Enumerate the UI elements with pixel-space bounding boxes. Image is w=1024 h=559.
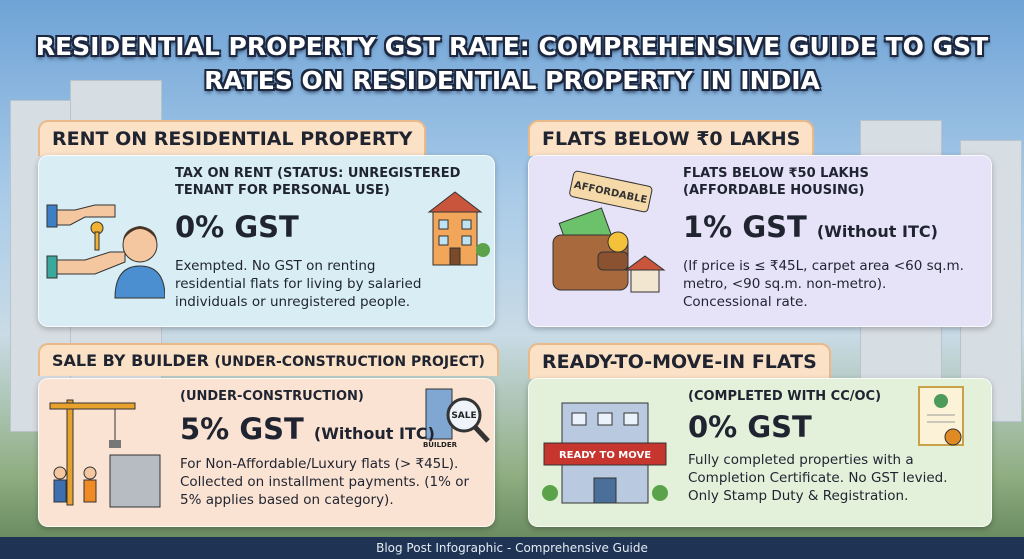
card-tab: RENT ON RESIDENTIAL PROPERTY bbox=[38, 120, 427, 156]
card-tab: FLATS BELOW ₹0 LAKHS bbox=[528, 120, 815, 156]
card-description: Fully completed properties with a Comple… bbox=[688, 452, 948, 504]
rate-note: (Without ITC) bbox=[313, 424, 435, 443]
wallet-icon: AFFORDABLE bbox=[552, 170, 666, 293]
card-description: For Non-Affordable/Luxury flats (> ₹45L)… bbox=[180, 456, 470, 508]
key-handover-icon bbox=[46, 204, 165, 299]
gst-rate: 1% GST (Without ITC) bbox=[683, 210, 938, 244]
house-icon bbox=[427, 191, 490, 266]
construction-icon bbox=[49, 399, 161, 508]
gst-rate-value: 5% GST bbox=[180, 412, 304, 446]
card-subtitle: (COMPLETED WITH CC/OC) bbox=[688, 389, 882, 404]
card-description: Exempted. No GST on renting residential … bbox=[175, 258, 422, 310]
card bbox=[38, 155, 495, 327]
icon-label: SALE bbox=[451, 411, 476, 421]
page-title: RESIDENTIAL PROPERTY GST RATE: COMPREHEN… bbox=[35, 32, 989, 95]
card-subtitle: TAX ON RENT (STATUS: UNREGISTERED TENANT… bbox=[175, 166, 461, 198]
tab-note: (UNDER-CONSTRUCTION PROJECT) bbox=[214, 354, 485, 370]
gst-rate: 0% GST bbox=[175, 210, 299, 244]
card-subtitle: (UNDER-CONSTRUCTION) bbox=[180, 389, 364, 404]
card-description: (If price is ≤ ₹45L, carpet area <60 sq.… bbox=[683, 258, 964, 310]
gst-rate-value: 1% GST bbox=[683, 210, 807, 244]
gst-rate: 5% GST (Without ITC) bbox=[180, 412, 435, 446]
icon-label: READY TO MOVE bbox=[559, 450, 651, 461]
card-subtitle: FLATS BELOW ₹50 LAKHS (AFFORDABLE HOUSIN… bbox=[683, 166, 869, 198]
gst-rate: 0% GST bbox=[688, 410, 812, 444]
card-tab: READY-TO-MOVE-IN FLATS bbox=[528, 343, 831, 379]
builder-sale-icon: SALE BUILDER bbox=[423, 388, 490, 449]
footer: Blog Post Infographic - Comprehensive Gu… bbox=[0, 537, 1024, 559]
icon-label: BUILDER bbox=[423, 441, 458, 449]
rate-note: (Without ITC) bbox=[816, 222, 938, 241]
tab-title: SALE BY BUILDER bbox=[52, 351, 209, 370]
certificate-icon bbox=[918, 386, 964, 446]
card-tab: SALE BY BUILDER (UNDER-CONSTRUCTION PROJ… bbox=[38, 343, 499, 376]
ready-building-icon: READY TO MOVE bbox=[542, 402, 668, 504]
